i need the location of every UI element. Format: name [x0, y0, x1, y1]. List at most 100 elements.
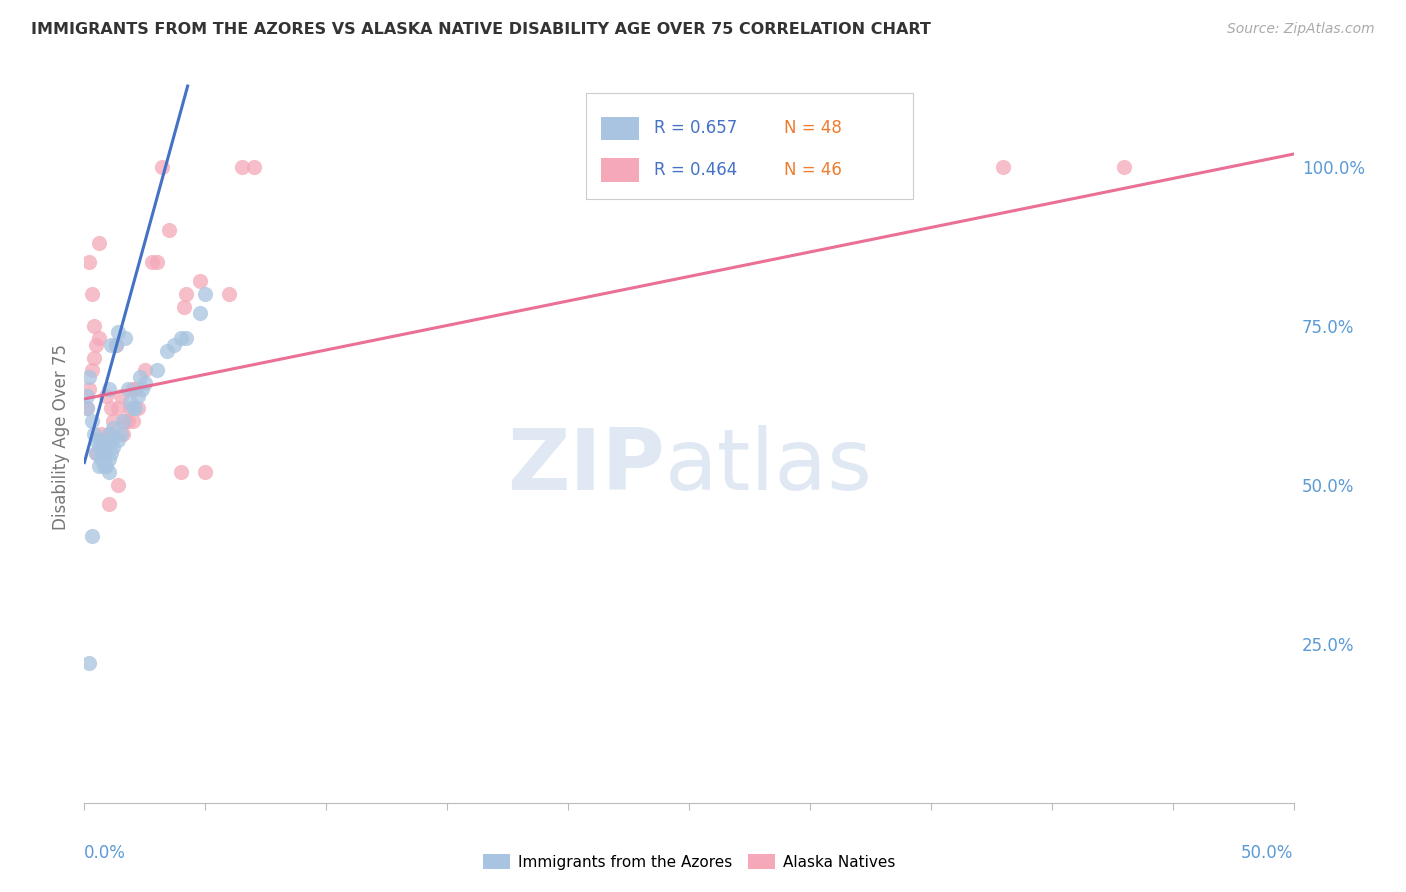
Point — [163, 338, 186, 352]
Point — [100, 434, 122, 448]
Point — [242, 160, 264, 174]
Point — [104, 338, 127, 352]
Point — [97, 497, 120, 511]
Point — [190, 306, 212, 320]
Text: N = 46: N = 46 — [785, 161, 842, 179]
Point — [112, 414, 135, 428]
Point — [97, 465, 120, 479]
Point — [114, 331, 136, 345]
Text: ZIP: ZIP — [508, 425, 665, 508]
Point — [100, 446, 122, 460]
Point — [1114, 160, 1136, 174]
Point — [170, 331, 193, 345]
Text: Source: ZipAtlas.com: Source: ZipAtlas.com — [1227, 22, 1375, 37]
Point — [114, 414, 136, 428]
Point — [170, 465, 193, 479]
Text: R = 0.464: R = 0.464 — [654, 161, 737, 179]
Point — [127, 389, 149, 403]
Point — [146, 255, 169, 269]
Point — [155, 344, 177, 359]
Point — [134, 376, 156, 390]
Point — [97, 383, 120, 397]
Point — [127, 401, 149, 416]
Point — [103, 440, 125, 454]
Point — [174, 331, 197, 345]
Point — [87, 331, 110, 345]
Point — [90, 434, 112, 448]
Point — [80, 363, 103, 377]
Point — [94, 440, 117, 454]
Legend: Immigrants from the Azores, Alaska Natives: Immigrants from the Azores, Alaska Nativ… — [477, 847, 901, 876]
Point — [131, 383, 153, 397]
Point — [94, 458, 117, 473]
Point — [97, 426, 120, 441]
Point — [117, 414, 139, 428]
Point — [76, 401, 98, 416]
Point — [121, 414, 143, 428]
Point — [129, 369, 152, 384]
Text: IMMIGRANTS FROM THE AZORES VS ALASKA NATIVE DISABILITY AGE OVER 75 CORRELATION C: IMMIGRANTS FROM THE AZORES VS ALASKA NAT… — [31, 22, 931, 37]
Point — [150, 160, 173, 174]
Point — [141, 255, 163, 269]
Point — [110, 426, 132, 441]
Point — [83, 426, 105, 441]
Text: N = 48: N = 48 — [785, 120, 842, 137]
Point — [124, 383, 146, 397]
Point — [80, 529, 103, 543]
Point — [80, 414, 103, 428]
Point — [117, 383, 139, 397]
Point — [103, 420, 125, 434]
Point — [107, 477, 129, 491]
Point — [120, 401, 142, 416]
Point — [87, 458, 110, 473]
Point — [107, 401, 129, 416]
Point — [93, 452, 115, 467]
Point — [100, 338, 122, 352]
Point — [76, 389, 98, 403]
Bar — [600, 159, 640, 182]
Point — [94, 389, 117, 403]
Point — [134, 363, 156, 377]
Point — [77, 255, 100, 269]
Text: atlas: atlas — [665, 425, 873, 508]
Point — [112, 426, 135, 441]
Point — [121, 401, 143, 416]
Text: 50.0%: 50.0% — [1241, 844, 1294, 862]
FancyBboxPatch shape — [586, 94, 912, 200]
Point — [77, 369, 100, 384]
Point — [93, 446, 115, 460]
Y-axis label: Disability Age Over 75: Disability Age Over 75 — [52, 344, 70, 530]
Text: R = 0.657: R = 0.657 — [654, 120, 737, 137]
Point — [86, 446, 108, 460]
Point — [120, 395, 142, 409]
Point — [77, 383, 100, 397]
Point — [231, 160, 253, 174]
Point — [90, 426, 112, 441]
Point — [104, 338, 127, 352]
Point — [76, 401, 98, 416]
Point — [87, 236, 110, 251]
Point — [107, 434, 129, 448]
Point — [218, 287, 240, 301]
Point — [194, 287, 217, 301]
Point — [124, 401, 146, 416]
Point — [174, 287, 197, 301]
Point — [87, 440, 110, 454]
Point — [77, 656, 100, 670]
Point — [146, 363, 169, 377]
Point — [93, 446, 115, 460]
Point — [993, 160, 1015, 174]
Point — [93, 458, 115, 473]
Point — [157, 223, 180, 237]
Point — [86, 434, 108, 448]
Point — [107, 325, 129, 339]
Point — [97, 426, 120, 441]
Point — [83, 351, 105, 365]
Point — [83, 318, 105, 333]
Point — [110, 389, 132, 403]
Point — [173, 300, 195, 314]
Point — [86, 446, 108, 460]
Point — [97, 452, 120, 467]
Point — [90, 452, 112, 467]
Point — [103, 414, 125, 428]
